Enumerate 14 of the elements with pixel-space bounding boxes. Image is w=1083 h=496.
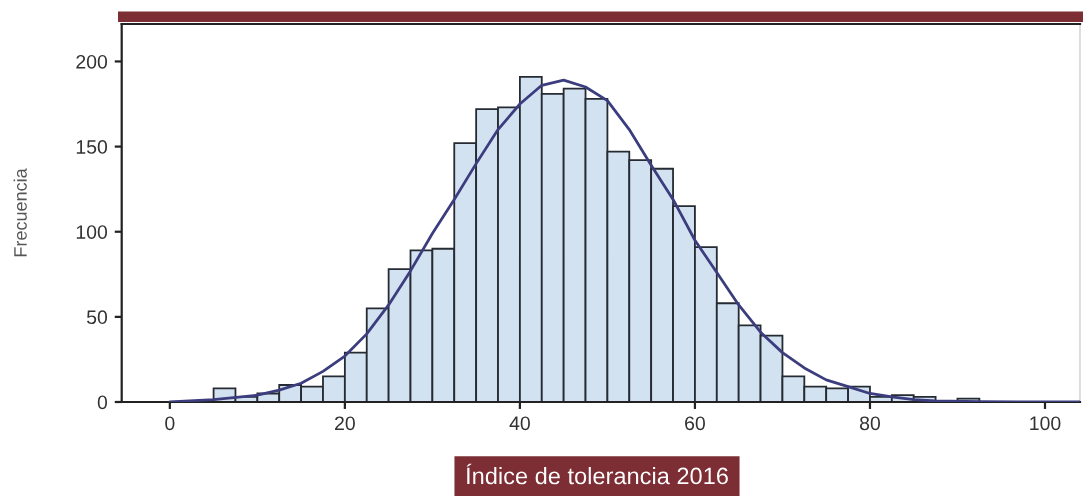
x-axis-title: Índice de tolerancia 2016 [466, 463, 728, 485]
y-tick-label: 0 [97, 395, 108, 410]
x-tick-label: 100 [1030, 416, 1061, 431]
y-tick-label: 50 [86, 310, 108, 325]
y-tick-label: 100 [76, 225, 108, 239]
x-tick-label: 80 [859, 416, 881, 431]
y-axis-title: Frecuencia [13, 168, 27, 257]
x-tick-label: 20 [335, 416, 355, 431]
x-tick-label: 60 [685, 416, 705, 431]
y-tick-label: 150 [76, 140, 108, 154]
x-tick-label: 40 [509, 416, 530, 431]
y-tick-label: 200 [76, 54, 108, 69]
x-tick-label: 0 [165, 416, 175, 431]
line-series [168, 78, 1080, 402]
